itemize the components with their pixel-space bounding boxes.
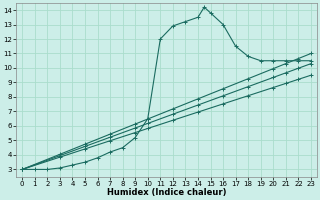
X-axis label: Humidex (Indice chaleur): Humidex (Indice chaleur) bbox=[107, 188, 226, 197]
